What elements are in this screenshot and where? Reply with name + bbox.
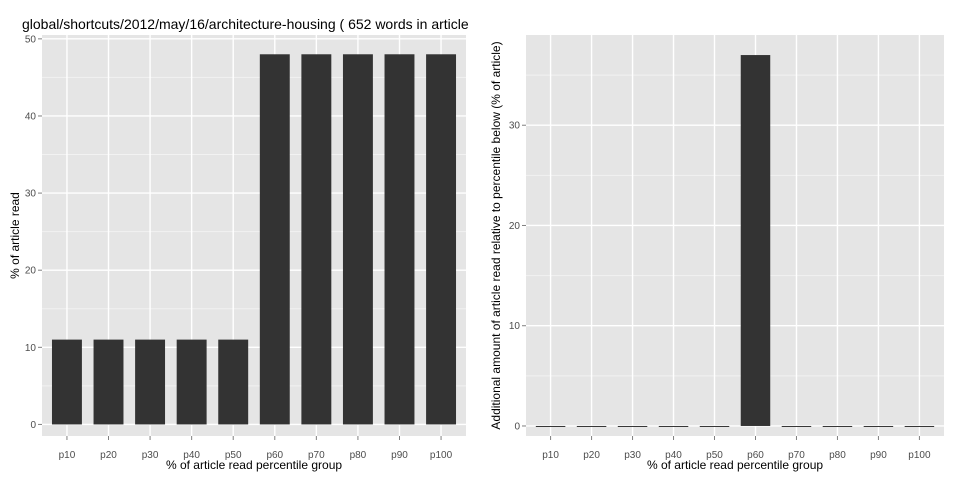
bar-p80 bbox=[822, 425, 853, 427]
x-axis-label: % of article read percentile group bbox=[166, 458, 342, 472]
y-tick-label: 20 bbox=[509, 221, 521, 232]
x-tick-label-p100: p100 bbox=[908, 450, 931, 461]
bar-p80 bbox=[342, 54, 373, 425]
x-tick-label-p30: p30 bbox=[142, 450, 159, 461]
left-bar-chart: 0 10 20 30 40 50 p10 p20 p30 p40 p50 p60 p70 p80 p90 p1… bbox=[8, 34, 466, 472]
x-tick-label-p60: p60 bbox=[266, 450, 283, 461]
y-tick-label: 0 bbox=[30, 420, 36, 431]
x-axis-label: % of article read percentile group bbox=[647, 458, 823, 472]
bar-p60 bbox=[259, 54, 290, 425]
bar-p20 bbox=[576, 425, 607, 427]
x-tick-label-p70: p70 bbox=[308, 450, 325, 461]
bar-p50 bbox=[699, 425, 730, 427]
x-tick-label-p10: p10 bbox=[59, 450, 76, 461]
bar-p100 bbox=[426, 54, 457, 425]
x-tick-label-p40: p40 bbox=[183, 450, 200, 461]
x-tick-label-p30: p30 bbox=[624, 450, 641, 461]
x-tick-label-p50: p50 bbox=[225, 450, 242, 461]
y-tick-label: 30 bbox=[509, 121, 521, 132]
bar-p90 bbox=[384, 54, 415, 425]
x-tick-label-p100: p100 bbox=[430, 450, 453, 461]
y-tick-label: 0 bbox=[514, 421, 520, 432]
y-tick-label: 40 bbox=[25, 111, 37, 122]
bar-p20 bbox=[93, 339, 124, 425]
y-tick-label: 20 bbox=[25, 266, 37, 277]
x-tick-label-p60: p60 bbox=[747, 450, 764, 461]
bar-p70 bbox=[301, 54, 332, 425]
y-tick-label: 50 bbox=[25, 34, 37, 45]
y-axis-label: % of article read bbox=[8, 192, 22, 279]
y-tick-label: 10 bbox=[509, 321, 521, 332]
x-tick-label-p40: p40 bbox=[665, 450, 682, 461]
bar-p90 bbox=[863, 425, 894, 427]
right-bar-chart: 0 10 20 30 p10 p20 p30 p40 p50 p60 p70 p80 p90 p100 % … bbox=[489, 35, 944, 472]
bar-p30 bbox=[617, 425, 648, 427]
bar-p70 bbox=[781, 425, 812, 427]
x-tick-label-p10: p10 bbox=[542, 450, 559, 461]
y-axis-label: Additional amount of article read relati… bbox=[489, 41, 503, 429]
bar-p60 bbox=[740, 55, 771, 426]
y-tick-label: 10 bbox=[25, 343, 37, 354]
x-tick-label-p70: p70 bbox=[788, 450, 805, 461]
bar-p10 bbox=[535, 425, 566, 427]
bar-p50 bbox=[218, 339, 249, 425]
bar-p40 bbox=[176, 339, 207, 425]
x-tick-label-p20: p20 bbox=[583, 450, 600, 461]
chart-title: global/shortcuts/2012/may/16/architectur… bbox=[22, 16, 469, 32]
x-tick-label-p50: p50 bbox=[706, 450, 723, 461]
bar-p40 bbox=[658, 425, 689, 427]
x-tick-label-p90: p90 bbox=[391, 450, 408, 461]
x-tick-label-p80: p80 bbox=[350, 450, 367, 461]
x-tick-label-p20: p20 bbox=[100, 450, 117, 461]
x-tick-label-p90: p90 bbox=[870, 450, 887, 461]
bar-p100 bbox=[904, 425, 935, 427]
y-tick-label: 30 bbox=[25, 189, 37, 200]
x-tick-label-p80: p80 bbox=[829, 450, 846, 461]
bar-p10 bbox=[51, 339, 82, 425]
panel-background bbox=[526, 35, 944, 436]
bar-p30 bbox=[135, 339, 166, 425]
